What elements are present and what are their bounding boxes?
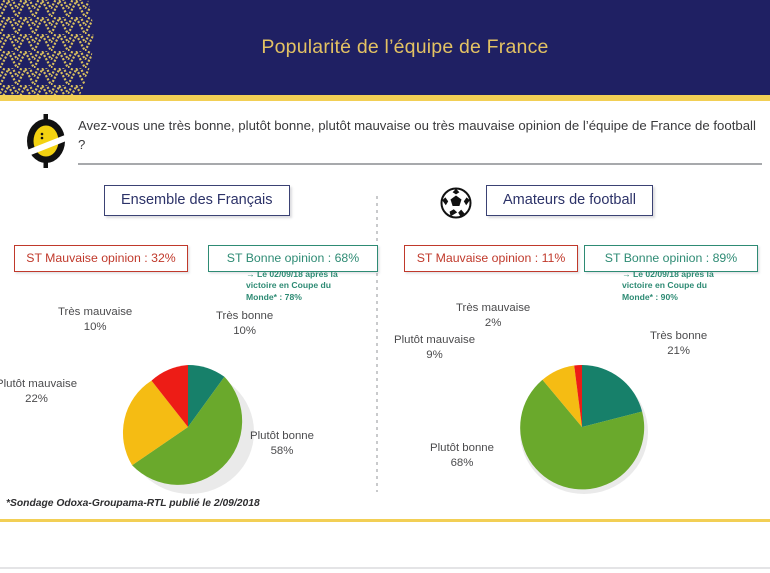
pie-label-text: Très bonne xyxy=(216,310,274,322)
pie-chart-ensemble: Très mauvaise 10% Plutôt mauvaise 22% Tr… xyxy=(0,306,376,503)
header-gold-rule xyxy=(0,95,770,101)
source-footnote: *Sondage Odoxa-Groupama-RTL publié le 2/… xyxy=(6,498,260,509)
pie-label-text: Plutôt bonne xyxy=(430,442,494,454)
pie-label-tres-mauvaise-right: Très mauvaise 2% xyxy=(456,301,530,331)
odoxa-mark-icon xyxy=(18,112,74,170)
pie-label-value: 58% xyxy=(270,445,294,457)
pie-label-text: Très mauvaise xyxy=(58,306,133,318)
st-bonne-badge-left: ST Bonne opinion : 68% xyxy=(208,245,378,272)
panel-amateurs-de-football: Amateurs de football ST Mauvaise opinion… xyxy=(378,185,770,505)
pie-chart-amateurs: Très mauvaise 2% Plutôt mauvaise 9% Très… xyxy=(378,302,770,503)
trend-note-right: → Le 02/09/18 après la victoire en Coupe… xyxy=(622,269,714,302)
soccer-ball-icon xyxy=(440,187,472,219)
panel-header-right: Amateurs de football xyxy=(378,185,770,223)
footer-bar: OD XA L'Opinion tranchée RTL xyxy=(0,522,770,573)
question-divider xyxy=(78,163,762,165)
footer-gold-rule xyxy=(0,519,770,522)
pie-label-tres-mauvaise-left: Très mauvaise 10% xyxy=(58,305,132,335)
trend-note-left: → Le 02/09/18 après la victoire en Coupe… xyxy=(246,269,338,302)
pie-label-value: 2% xyxy=(484,317,502,329)
panel-header-left: Ensemble des Français xyxy=(0,185,376,223)
pie-label-value: 21% xyxy=(667,345,690,357)
pie-label-tres-bonne-left: Très bonne 10% xyxy=(216,309,273,339)
panel-divider xyxy=(376,196,378,492)
panel-ensemble-des-francais: Ensemble des Français ST Mauvaise opinio… xyxy=(0,185,378,505)
pie-label-value: 22% xyxy=(25,393,48,405)
pie-label-value: 68% xyxy=(450,457,474,469)
panel-title-ensemble[interactable]: Ensemble des Français xyxy=(104,185,290,216)
st-mauvaise-badge-right: ST Mauvaise opinion : 11% xyxy=(404,245,578,272)
pie-label-plutot-bonne-left: Plutôt bonne 58% xyxy=(250,429,314,459)
panel-title-amateurs[interactable]: Amateurs de football xyxy=(486,185,653,216)
pie-label-plutot-mauvaise-left: Plutôt mauvaise 22% xyxy=(0,377,77,407)
pie-label-text: Plutôt mauvaise xyxy=(0,378,78,390)
pie-label-text: Plutôt mauvaise xyxy=(394,334,476,346)
pie-label-tres-bonne-right: Très bonne 21% xyxy=(650,329,707,359)
pie-label-text: Très mauvaise xyxy=(456,302,531,314)
header-banner: Popularité de l’équipe de France xyxy=(0,0,770,95)
pie-label-value: 10% xyxy=(233,325,256,337)
survey-question: Avez-vous une très bonne, plutôt bonne, … xyxy=(78,118,756,152)
pie-label-value: 10% xyxy=(83,321,107,333)
pie-label-value: 9% xyxy=(426,349,443,361)
footer-bottom-rule xyxy=(0,567,770,569)
st-summary-row-right: ST Mauvaise opinion : 11% ST Bonne opini… xyxy=(378,245,770,273)
st-mauvaise-badge-left: ST Mauvaise opinion : 32% xyxy=(14,245,188,272)
pie-label-plutot-bonne-right: Plutôt bonne 68% xyxy=(430,441,494,471)
st-summary-row-left: ST Mauvaise opinion : 32% ST Bonne opini… xyxy=(0,245,378,273)
st-bonne-badge-right: ST Bonne opinion : 89% xyxy=(584,245,758,272)
pie-label-text: Très bonne xyxy=(650,330,708,342)
pie-svg-left xyxy=(122,365,254,494)
chevron-pattern-decoration xyxy=(0,0,105,95)
page-title: Popularité de l’équipe de France xyxy=(261,36,549,58)
pie-label-plutot-mauvaise-right: Plutôt mauvaise 9% xyxy=(394,333,475,363)
pie-label-text: Plutôt bonne xyxy=(250,430,314,442)
pie-svg-right xyxy=(520,364,648,494)
